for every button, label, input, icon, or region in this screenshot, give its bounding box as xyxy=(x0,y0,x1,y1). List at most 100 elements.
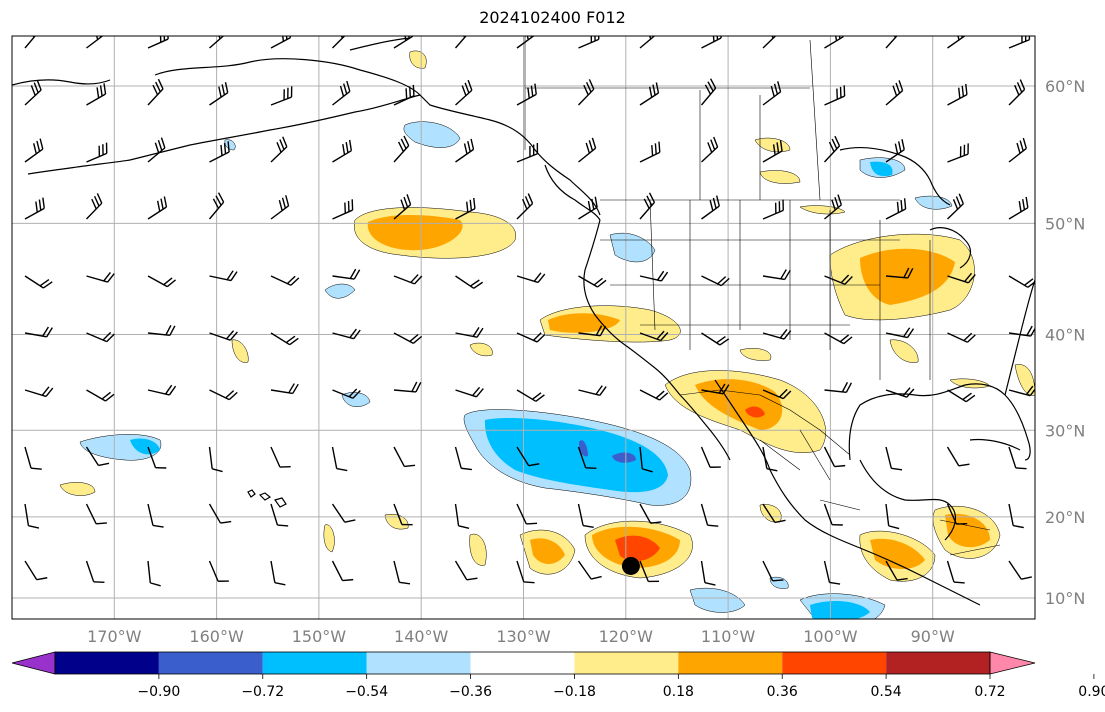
colorbar-segment xyxy=(262,652,367,674)
wind-barb xyxy=(24,503,40,529)
wind-barb xyxy=(270,275,300,286)
wind-barb xyxy=(393,446,416,468)
border-camerica xyxy=(939,519,1001,556)
wind-barb xyxy=(455,197,476,220)
shade-pos-small2 xyxy=(231,339,249,363)
wind-barb xyxy=(577,446,597,470)
wind-barb xyxy=(455,327,484,338)
colorbar-tick-label: −0.18 xyxy=(553,684,596,700)
wind-barb xyxy=(762,329,792,340)
wind-barb xyxy=(332,388,361,399)
wind-barb xyxy=(946,446,970,467)
shade-pos-small1 xyxy=(59,482,96,496)
wind-barb xyxy=(947,332,976,343)
border-mexico-states xyxy=(759,429,861,511)
wind-barb xyxy=(270,86,293,106)
wind-barb xyxy=(947,389,976,403)
coast-florida xyxy=(1004,394,1031,461)
wind-barb xyxy=(331,560,354,582)
wind-barb xyxy=(393,84,415,106)
wind-barb xyxy=(824,382,853,393)
wind-barb xyxy=(147,560,161,587)
wind-barb xyxy=(208,192,225,220)
wind-barb xyxy=(946,503,968,525)
wind-barb xyxy=(700,446,721,468)
wind-barb xyxy=(332,139,353,163)
wind-barb xyxy=(455,79,473,106)
wind-barb xyxy=(209,36,227,49)
wind-barb xyxy=(332,199,354,220)
wind-barb xyxy=(700,78,717,106)
colorbar-segment xyxy=(470,652,575,674)
wind-barb xyxy=(516,389,545,402)
wind-barb xyxy=(762,269,791,281)
shade-pos-small11 xyxy=(323,524,335,553)
colorbar-segment xyxy=(366,652,471,674)
wind-barb xyxy=(577,79,595,106)
wind-barb xyxy=(1008,446,1027,470)
wind-barb xyxy=(209,141,230,163)
latitude-labels: 60°N 50°N 40°N 30°N 20°N 10°N xyxy=(1045,77,1085,608)
wind-barb xyxy=(147,384,177,396)
shade-pos-small13 xyxy=(1014,364,1035,396)
wind-barb xyxy=(947,36,966,49)
wind-barb xyxy=(824,85,846,106)
wind-barb xyxy=(516,446,540,467)
wind-barb xyxy=(270,332,299,346)
wind-barb xyxy=(332,268,361,280)
border-canada-prov3 xyxy=(809,39,821,201)
wind-barb xyxy=(578,196,598,220)
wind-barb xyxy=(147,196,168,220)
wind-barb xyxy=(885,36,902,49)
coast-ak-penin xyxy=(129,94,421,161)
shade-pos-small7 xyxy=(469,533,487,566)
wind-barb xyxy=(701,136,719,163)
wind-barb xyxy=(331,503,356,523)
coast-baja xyxy=(679,394,731,461)
wind-barb xyxy=(24,197,45,220)
coast-cuba xyxy=(969,438,1021,451)
wind-barb xyxy=(393,503,413,526)
wind-barb xyxy=(823,135,841,163)
wind-barb xyxy=(885,198,907,220)
wind-barb xyxy=(24,386,54,398)
wind-barb xyxy=(516,193,534,220)
shade-neg2-sstorm xyxy=(810,601,870,619)
wind-barb xyxy=(701,275,730,287)
wind-barb xyxy=(85,446,110,467)
wind-barb xyxy=(147,36,169,49)
wind-barb xyxy=(639,270,669,282)
colorbar-tick-label: 0.36 xyxy=(767,684,798,700)
colorbar-segment xyxy=(574,652,679,674)
wind-barb xyxy=(86,389,115,402)
storm-center-marker xyxy=(621,556,640,575)
lon-tick-label: 170°W xyxy=(87,627,142,646)
coast-great-lakes xyxy=(929,227,972,269)
wind-barb xyxy=(639,503,662,524)
lat-tick-label: 20°N xyxy=(1045,508,1085,527)
wind-barb xyxy=(270,136,288,163)
wind-barb xyxy=(454,446,472,471)
shade-pos-small5 xyxy=(759,170,801,184)
colorbar-tick-label: −0.72 xyxy=(241,684,284,700)
shade-neg-gulfak xyxy=(403,121,461,148)
wind-barb xyxy=(24,560,48,581)
wind-barb xyxy=(701,195,720,220)
graticule xyxy=(12,36,1035,619)
wind-barb xyxy=(147,325,176,336)
shade-pos-small15 xyxy=(469,342,493,357)
colorbar-extend-low xyxy=(11,651,56,675)
wind-barb xyxy=(454,560,478,581)
wind-barb xyxy=(1008,137,1028,163)
colorbar-segment xyxy=(678,652,783,674)
wind-barb xyxy=(762,36,780,49)
wind-barb xyxy=(209,389,238,401)
wind-barb xyxy=(24,446,42,470)
wind-barb xyxy=(86,36,105,49)
wind-barb xyxy=(762,388,792,400)
colorbar-tick-label: −0.36 xyxy=(449,684,492,700)
wind-barb xyxy=(516,142,539,163)
colorbar-tick-label: 0.18 xyxy=(663,684,694,700)
wind-barb xyxy=(24,326,53,338)
wind-barb xyxy=(824,36,845,49)
